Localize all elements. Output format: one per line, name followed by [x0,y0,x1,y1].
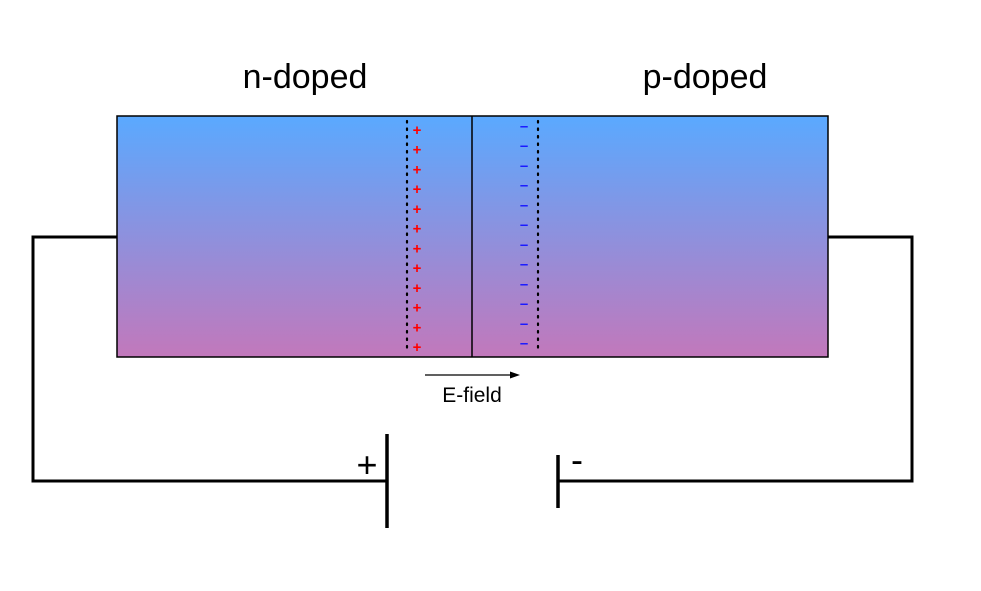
positive-charge: + [413,319,422,336]
positive-charge: + [413,181,422,198]
positive-charge: + [413,240,422,257]
efield-arrowhead [510,371,520,379]
negative-charge: – [520,335,528,352]
negative-charge: – [520,138,528,155]
negative-terminal-label: - [571,439,583,480]
left-circuit-wire [31,235,387,483]
negative-charge: – [520,315,528,332]
negative-charge: – [520,217,528,234]
negative-charge: – [520,197,528,214]
positive-charge: + [413,339,422,356]
p-doped-label: p-doped [643,58,768,96]
efield-label: E-field [442,384,502,407]
negative-charge: – [520,177,528,194]
positive-charge: + [413,280,422,297]
positive-charge: + [413,300,422,317]
positive-charge: + [413,260,422,277]
negative-charge: – [520,157,528,174]
positive-charge: + [413,142,422,159]
positive-charge-column: + + + + + + + + + + + + [413,122,422,356]
negative-charge: – [520,256,528,273]
negative-charge: – [520,276,528,293]
negative-charge-column: – – – – – – – – – – – – [520,118,528,352]
n-doped-label: n-doped [243,58,368,96]
negative-charge: – [520,118,528,135]
right-circuit-wire [558,235,914,483]
positive-charge: + [413,161,422,178]
negative-charge: – [520,296,528,313]
positive-terminal-label: + [356,444,377,485]
positive-charge: + [413,122,422,139]
positive-charge: + [413,201,422,218]
negative-charge: – [520,236,528,253]
positive-charge: + [413,221,422,238]
